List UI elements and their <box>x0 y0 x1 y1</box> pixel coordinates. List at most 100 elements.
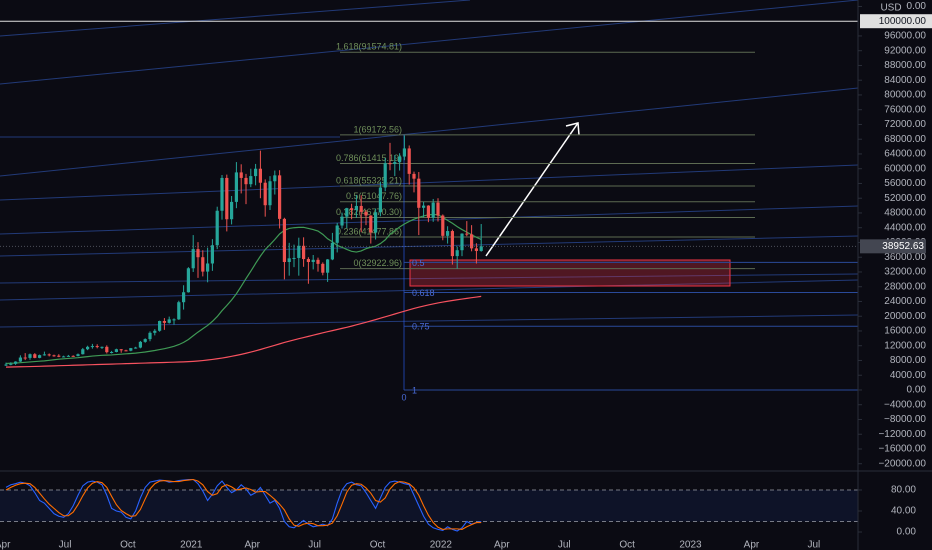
y-tick-label: 56000.00 <box>884 178 926 189</box>
y-tick-label: 64000.00 <box>884 149 926 160</box>
candle-body <box>153 330 157 333</box>
y-tick-label: 68000.00 <box>884 134 926 145</box>
candle-body <box>306 259 310 263</box>
candle-body <box>431 202 435 218</box>
candle-body <box>316 259 320 264</box>
candle-body <box>378 187 382 213</box>
candle-body <box>321 263 325 273</box>
y-tick-label: 44000.00 <box>884 222 926 233</box>
candle-body <box>268 181 272 206</box>
x-tick-label: Apr <box>244 540 260 550</box>
candle-body <box>47 354 51 356</box>
y-tick-label: 92000.00 <box>884 45 926 56</box>
fib-label: 1 <box>412 385 417 395</box>
candle-body <box>38 355 42 358</box>
candle-body <box>225 177 229 220</box>
trend-line <box>0 0 859 85</box>
candle-body <box>105 346 109 353</box>
candle-body <box>258 168 262 183</box>
candle-body <box>407 148 411 174</box>
x-tick-label: Jul <box>308 540 321 550</box>
candle-body <box>273 175 277 182</box>
y-tick-label: 8000.00 <box>890 355 927 366</box>
candle-body <box>383 163 387 188</box>
y-tick-label: 4000.00 <box>890 370 927 381</box>
candle-body <box>350 208 354 211</box>
trend-line <box>0 87 859 177</box>
candle-body <box>201 257 205 272</box>
trend-line <box>0 164 859 201</box>
candle-body <box>441 215 445 236</box>
y-tick-label: 96000.00 <box>884 31 926 42</box>
fib-label: 1.618(91574.81) <box>336 42 402 52</box>
y-tick-label: 80000.00 <box>884 90 926 101</box>
x-tick-label: Apr <box>494 540 510 550</box>
candle-body <box>417 178 421 208</box>
candle-body <box>479 246 483 251</box>
candle-body <box>282 218 286 263</box>
x-tick-label: Jul <box>558 540 571 550</box>
y-tick-label: 0.00 <box>907 385 927 396</box>
last-price-box <box>860 239 926 254</box>
candle-body <box>278 175 282 219</box>
candle-body <box>110 351 114 353</box>
candle-body <box>402 148 406 157</box>
candle-body <box>4 364 8 366</box>
candle-body <box>345 208 349 217</box>
fib-label: 1(69172.56) <box>353 124 402 134</box>
y-tick-label: 76000.00 <box>884 104 926 115</box>
x-tick-label: Jul <box>807 540 820 550</box>
candle-body <box>66 355 70 357</box>
candle-body <box>340 216 344 226</box>
y-tick-label: 52000.00 <box>884 193 926 204</box>
candle-body <box>196 249 200 258</box>
candle-body <box>239 172 243 178</box>
candle-body <box>465 233 469 235</box>
candle-body <box>76 354 80 357</box>
candle-body <box>412 173 416 179</box>
currency-label: USD <box>880 3 901 14</box>
y-tick-label: 88000.00 <box>884 60 926 71</box>
candle-body <box>393 162 397 164</box>
candle-body <box>210 245 214 264</box>
trend-line <box>0 314 859 328</box>
trend-line <box>0 0 471 37</box>
rsi-y-tick-label: 80.00 <box>891 485 916 496</box>
candle-body <box>114 349 118 352</box>
fib-label: 0.382(46770.30) <box>336 207 402 217</box>
candle-body <box>18 357 22 362</box>
candle-body <box>302 245 306 260</box>
y-tick-label: 16000.00 <box>884 326 926 337</box>
candle-body <box>42 354 46 356</box>
candle-body <box>134 347 138 349</box>
arrow-shaft <box>485 122 579 257</box>
currency-box <box>876 1 906 14</box>
candle-body <box>249 176 253 185</box>
candle-body <box>426 205 430 218</box>
x-tick-label: 2023 <box>679 540 702 550</box>
candle-body <box>364 211 368 216</box>
candle-body <box>119 349 123 351</box>
x-tick-label: Jul <box>59 540 72 550</box>
y-tick-label: 12000.00 <box>884 340 926 351</box>
candle-body <box>148 332 152 340</box>
candle-body <box>460 233 464 251</box>
candle-body <box>86 346 90 350</box>
x-tick-label: Oct <box>120 540 136 550</box>
candle-body <box>62 356 66 358</box>
trend-line <box>0 273 859 284</box>
rsi-y-tick-label: 40.00 <box>891 506 916 517</box>
x-tick-label: Apr <box>744 540 760 550</box>
candle-body <box>23 357 27 359</box>
candle-body <box>9 363 13 365</box>
candle-body <box>143 339 147 342</box>
candle-body <box>186 268 190 293</box>
y-tick-label: −20000.00 <box>878 458 926 469</box>
y-tick-label: 60000.00 <box>884 163 926 174</box>
candle-body <box>297 245 301 258</box>
candle-body <box>374 212 378 233</box>
y-tick-label: 32000.00 <box>884 267 926 278</box>
hline-price-box <box>860 14 932 29</box>
candle-body <box>14 361 18 364</box>
candle-body <box>470 234 474 249</box>
